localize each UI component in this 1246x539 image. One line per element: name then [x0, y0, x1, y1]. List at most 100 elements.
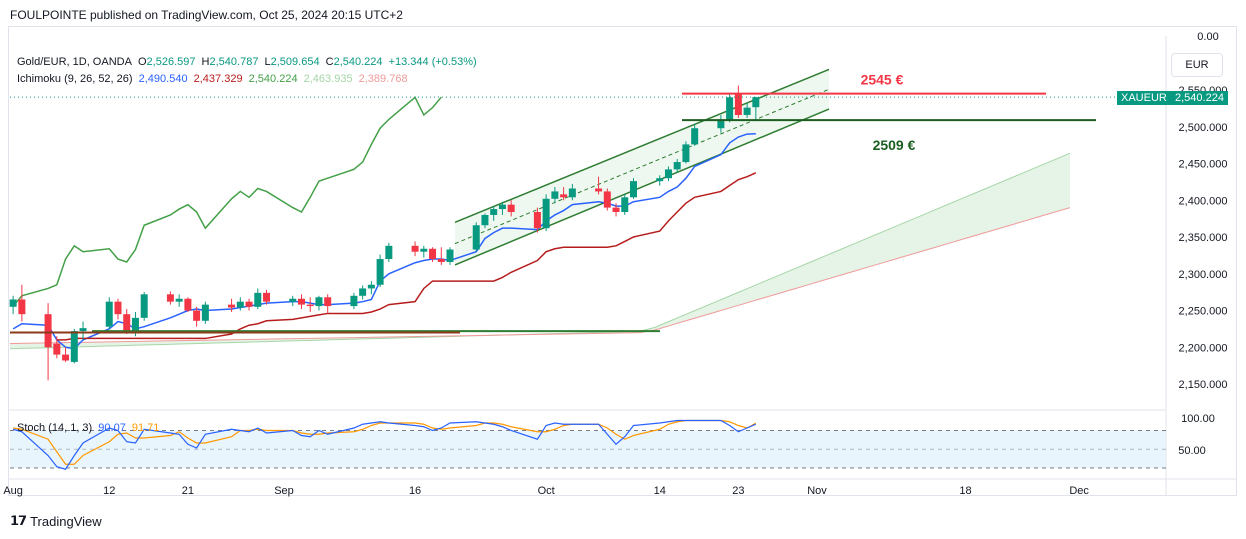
price-axis: 0.002,550.0002,500.0002,450.0002,400.000… [1178, 31, 1227, 457]
candle-body [472, 225, 480, 250]
legend-low: 2,509.654 [270, 56, 320, 68]
candle-body [254, 292, 262, 307]
candle-body [306, 304, 314, 307]
price-tick-label: 2,500.000 [1179, 122, 1228, 134]
time-tick-label: Nov [807, 485, 827, 497]
candle-body [429, 248, 437, 260]
candle-body [568, 188, 576, 198]
candle-body [664, 169, 672, 179]
candle-body [673, 162, 681, 170]
candle-body [385, 245, 393, 260]
candle-body [603, 191, 611, 208]
candle-body [9, 299, 17, 307]
legend-l-label: L [264, 56, 271, 68]
channel-upper [454, 68, 830, 223]
candle-body [297, 298, 305, 305]
candle-body [131, 317, 139, 332]
candle-body [656, 178, 664, 182]
symbol-badge: XAUEUR [1117, 91, 1171, 105]
candle-body [542, 198, 550, 229]
candle-body [289, 298, 297, 302]
ichimoku-cloud [9, 152, 1071, 350]
legend-o-label: O [137, 56, 147, 68]
time-tick-label: Oct [538, 485, 555, 497]
legend-h-label: H [201, 56, 210, 68]
price-tick-label: 2,200.000 [1179, 342, 1228, 354]
candle-body [682, 144, 690, 163]
candle-body [53, 343, 61, 355]
candles [9, 85, 760, 381]
publish-header: FOULPOINTE published on TradingView.com,… [10, 8, 403, 22]
candle-body [184, 298, 192, 311]
channel-lower [454, 108, 830, 266]
candle-body [175, 298, 183, 302]
candle-body [315, 297, 323, 307]
candle-body [630, 181, 638, 198]
price-tick-label: 2,450.000 [1179, 159, 1228, 171]
stoch-legend: Stoch (14, 1, 3) 90.07 91.71 [17, 422, 162, 434]
candle-body [228, 304, 236, 308]
candle-body [359, 288, 367, 296]
stoch-tick-label: 100.00 [1181, 413, 1215, 425]
candle-body [411, 245, 419, 252]
candle-body [114, 301, 122, 315]
candle-body [18, 299, 26, 315]
candle-body [507, 204, 515, 213]
ichimoku-lines [12, 96, 757, 350]
ichimoku-label: Ichimoku (9, 26, 52, 26) [17, 73, 133, 85]
time-tick-label: 23 [732, 485, 744, 497]
grid [8, 36, 1237, 496]
time-tick-label: 18 [959, 485, 971, 497]
candle-body [595, 188, 603, 192]
price-tick-label: 2,150.000 [1179, 379, 1228, 391]
legend-symbol: Gold/EUR, 1D, OANDA [17, 56, 132, 68]
candle-body [62, 354, 70, 361]
candle-body [420, 248, 428, 252]
cloud-fill [10, 153, 1070, 349]
price-tick-label: 2,400.000 [1179, 195, 1228, 207]
stoch-k-value: 90.07 [98, 422, 126, 434]
legend-close: 2,540.224 [333, 56, 383, 68]
brand-name: TradingView [30, 513, 102, 529]
ichi-kijun-value: 2,437.329 [193, 73, 243, 85]
candle-body [726, 97, 734, 120]
candle-body [236, 301, 244, 308]
candle-body [560, 194, 568, 198]
time-tick-label: 16 [409, 485, 421, 497]
candle-body [263, 292, 271, 302]
tradingview-brand[interactable]: 𝟭𝟳 TradingView [10, 513, 102, 529]
time-tick-label: 12 [103, 485, 115, 497]
candle-body [743, 107, 751, 115]
candle-body [201, 304, 209, 321]
candle-body [44, 314, 52, 348]
stoch-label: Stoch (14, 1, 3) [17, 422, 93, 434]
ichi-lagging-value: 2,540.224 [248, 73, 298, 85]
candle-body [498, 204, 506, 210]
kijun-line [56, 172, 757, 341]
time-tick-label: Aug [3, 485, 23, 497]
candle-body [123, 314, 131, 332]
candle-body [612, 207, 620, 213]
ichi-tenkan-value: 2,490.540 [138, 73, 188, 85]
price-tick-label: 2,350.000 [1179, 232, 1228, 244]
price-tick-label: 2,250.000 [1179, 306, 1228, 318]
support-label: 2509 € [873, 137, 916, 153]
candle-body [717, 119, 725, 129]
candle-body [193, 310, 201, 321]
legend-c-label: C [325, 56, 334, 68]
ohlc-legend: Gold/EUR, 1D, OANDA O2,526.597 H2,540.78… [17, 56, 480, 68]
ichi-spanb-value: 2,389.768 [358, 73, 408, 85]
last-price-badge: 2,540.224 [1171, 91, 1228, 105]
candle-body [551, 191, 559, 199]
legend-open: 2,526.597 [146, 56, 196, 68]
candle-body [324, 297, 332, 307]
stoch-d-line [13, 419, 757, 465]
candle-body [245, 301, 253, 307]
candle-body [691, 128, 699, 145]
time-tick-label: Sep [274, 485, 294, 497]
tradingview-logo-icon: 𝟭𝟳 [10, 513, 27, 528]
currency-selector[interactable]: EUR [1171, 53, 1223, 77]
candle-body [376, 259, 384, 285]
span-b-line [9, 207, 1071, 345]
